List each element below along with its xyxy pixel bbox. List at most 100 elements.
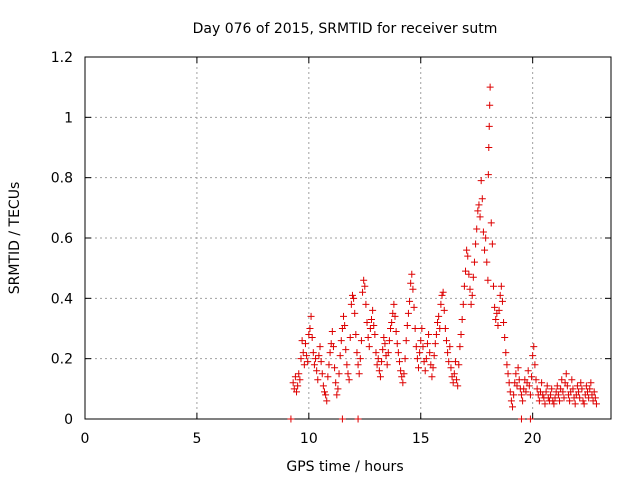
data-point — [445, 358, 453, 366]
data-point — [325, 361, 333, 369]
data-point — [510, 391, 518, 399]
data-point — [487, 219, 495, 227]
data-point — [343, 361, 351, 369]
data-point — [517, 391, 525, 399]
data-point — [473, 225, 481, 233]
data-point — [361, 282, 369, 290]
data-point — [320, 388, 328, 396]
data-point — [344, 370, 352, 378]
data-point — [375, 367, 383, 375]
data-point — [463, 246, 471, 254]
data-point — [547, 391, 555, 399]
data-point — [379, 346, 387, 354]
data-point — [446, 343, 454, 351]
data-point — [289, 379, 297, 387]
data-point — [462, 267, 470, 275]
data-point — [418, 325, 426, 332]
data-point — [535, 397, 543, 405]
data-point — [483, 258, 491, 266]
data-point — [484, 171, 492, 179]
data-point — [335, 370, 343, 378]
data-point — [409, 285, 417, 293]
data-point — [368, 315, 376, 323]
data-point — [363, 318, 371, 326]
data-point — [296, 376, 304, 384]
chart-title: Day 076 of 2015, SRMTID for receiver sut… — [193, 21, 498, 37]
data-point — [481, 246, 489, 254]
data-point — [370, 321, 378, 329]
data-point — [542, 388, 550, 396]
data-point — [495, 306, 503, 314]
data-point — [308, 334, 316, 342]
data-point — [467, 300, 475, 308]
data-point — [568, 376, 576, 384]
y-tick-label: 1 — [64, 110, 73, 126]
data-point — [517, 415, 525, 423]
data-point — [586, 385, 594, 393]
data-point — [411, 325, 419, 332]
data-point — [529, 352, 537, 360]
data-point — [507, 397, 515, 405]
data-point — [293, 388, 301, 396]
data-point — [533, 385, 541, 393]
data-point — [492, 315, 500, 323]
data-point — [531, 361, 539, 369]
data-point — [560, 394, 568, 402]
data-point — [519, 397, 527, 405]
x-tick-label: 10 — [300, 431, 318, 447]
data-point — [400, 370, 408, 378]
data-point — [410, 303, 418, 311]
data-point — [406, 297, 414, 305]
data-point — [337, 337, 345, 345]
data-point — [464, 252, 472, 260]
data-point — [504, 370, 512, 378]
data-point — [482, 234, 490, 242]
data-point — [310, 361, 318, 369]
data-point — [299, 349, 307, 357]
data-point — [497, 282, 505, 290]
data-point — [506, 388, 514, 396]
y-tick-label: 0.8 — [51, 171, 73, 187]
data-point — [305, 331, 313, 339]
data-point — [359, 288, 367, 296]
data-point — [390, 300, 398, 308]
data-point — [509, 403, 517, 411]
y-tick-label: 0.6 — [51, 231, 73, 247]
data-point — [376, 373, 384, 381]
data-point — [298, 337, 306, 345]
data-point — [356, 355, 364, 363]
data-point — [550, 400, 558, 408]
data-point — [425, 331, 433, 339]
data-point — [287, 415, 295, 423]
x-tick-label: 20 — [524, 431, 542, 447]
data-point — [402, 337, 410, 345]
data-point — [575, 388, 583, 396]
x-tick-label: 0 — [81, 431, 90, 447]
data-point — [328, 328, 336, 336]
data-point — [429, 364, 437, 372]
data-point — [426, 349, 434, 357]
data-point — [442, 337, 450, 345]
x-tick-label: 5 — [192, 431, 201, 447]
data-point — [466, 285, 474, 293]
data-point — [563, 382, 571, 390]
data-point — [385, 337, 393, 345]
data-point — [491, 303, 499, 311]
data-point — [374, 355, 382, 363]
data-point — [391, 312, 399, 320]
data-point — [360, 276, 368, 284]
data-point — [571, 400, 579, 408]
data-point — [582, 382, 590, 390]
data-point — [435, 312, 443, 320]
data-point — [543, 382, 551, 390]
data-point — [449, 379, 457, 387]
data-point — [576, 394, 584, 402]
data-point — [407, 279, 415, 287]
data-point — [373, 361, 381, 369]
data-point — [291, 373, 299, 381]
data-point — [430, 352, 438, 360]
data-point — [468, 291, 476, 299]
axis-ticks — [84, 56, 611, 420]
data-point — [326, 349, 334, 357]
